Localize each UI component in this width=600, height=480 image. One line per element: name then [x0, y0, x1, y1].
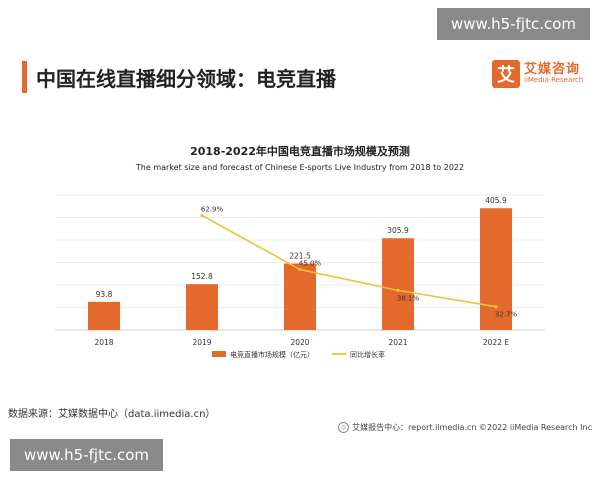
logo-mark: 艾 — [492, 60, 520, 88]
footer-text: 艾媒报告中心：report.iimedia.cn ©2022 iiMedia R… — [352, 423, 592, 432]
bar-value-label: 152.8 — [191, 272, 213, 281]
bar-value-label: 405.9 — [485, 196, 507, 205]
iimedia-logo: 艾 艾媒咨询 iiMedia Research — [492, 60, 583, 88]
legend-label-line: 同比增长率 — [350, 350, 385, 359]
growth-rate-line — [201, 214, 497, 308]
growth-rate-point — [494, 305, 498, 309]
watermark-top: www.h5-fjtc.com — [437, 8, 590, 40]
bar — [186, 284, 218, 330]
bar-value-label: 93.8 — [96, 290, 113, 299]
slide-title: 中国在线直播细分领域：电竞直播 — [36, 67, 336, 91]
x-tick-label: 2020 — [290, 338, 309, 347]
legend-swatch-bar — [212, 351, 226, 357]
x-tick-label: 2018 — [94, 338, 113, 347]
bar — [480, 208, 512, 330]
growth-rate-point — [200, 213, 204, 218]
title-accent-bar — [22, 61, 27, 93]
chart-title: 2018-2022年中国电竞直播市场规模及预测 — [190, 145, 410, 158]
growth-rate-label: 38.1% — [397, 294, 420, 302]
bar — [284, 263, 316, 330]
bar-value-label: 221.5 — [289, 252, 311, 261]
growth-rate-label: 32.7% — [495, 311, 518, 319]
logo-name-en: iiMedia Research — [524, 76, 584, 85]
bar — [382, 238, 414, 330]
bar — [88, 301, 120, 330]
growth-rate-label: 62.9% — [201, 205, 224, 213]
logo-text: 艾媒咨询 iiMedia Research — [524, 62, 584, 85]
x-tick-label: 2019 — [192, 338, 211, 347]
x-tick-label: 2021 — [388, 338, 407, 347]
watermark-text: www.h5-fjtc.com — [450, 15, 577, 33]
x-tick-label: 2022 E — [483, 338, 509, 347]
growth-rate-label: 45.0% — [299, 260, 322, 268]
watermark-text: www.h5-fjtc.com — [23, 446, 150, 464]
report-center-icon: ◎ — [338, 422, 350, 433]
logo-name-cn: 艾媒咨询 — [524, 62, 581, 77]
watermark-bottom: www.h5-fjtc.com — [10, 439, 163, 471]
chart-subtitle: The market size and forecast of Chinese … — [135, 163, 465, 172]
data-source: 数据来源：艾媒数据中心（data.iimedia.cn） — [8, 409, 216, 420]
footer: ◎ 艾媒报告中心：report.iimedia.cn ©2022 iiMedia… — [338, 422, 592, 433]
bar-value-label: 305.9 — [387, 226, 409, 235]
growth-rate-point — [298, 267, 302, 272]
growth-rate-point — [396, 288, 400, 292]
legend-label-bar: 电竞直播市场规模（亿元） — [230, 350, 314, 359]
